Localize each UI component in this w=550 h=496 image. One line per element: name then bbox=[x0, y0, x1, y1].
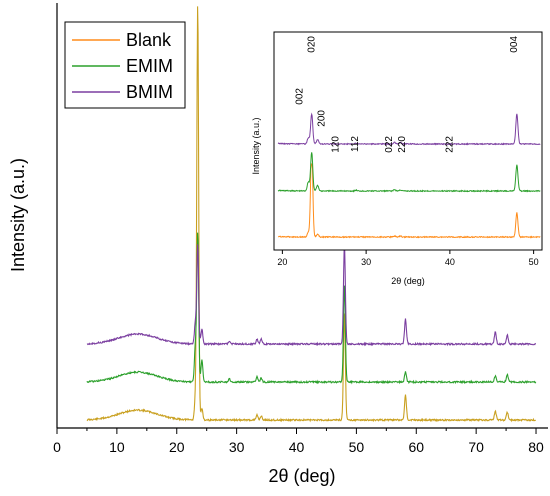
peak-label-222: 222 bbox=[444, 136, 455, 153]
inset-x-tick-label: 40 bbox=[445, 257, 455, 267]
peak-label-120: 120 bbox=[331, 136, 342, 153]
x-tick-label: 20 bbox=[169, 439, 185, 455]
peak-label-220: 220 bbox=[397, 136, 408, 153]
inset-x-axis-title: 2θ (deg) bbox=[391, 276, 425, 286]
x-tick-label: 40 bbox=[289, 439, 305, 455]
peak-label-020: 020 bbox=[307, 36, 318, 53]
peak-label-200: 200 bbox=[317, 110, 328, 127]
legend: Blank EMIM BMIM bbox=[64, 21, 186, 109]
inset-series-line-emim bbox=[277, 152, 541, 193]
x-tick-label: 70 bbox=[468, 439, 484, 455]
x-ticks: 0 10 20 30 40 50 60 70 80 bbox=[53, 428, 544, 455]
peak-label-002: 002 bbox=[294, 88, 305, 105]
inset-y-axis-title: Intensity (a.u.) bbox=[251, 117, 261, 174]
inset-series-line-blank bbox=[277, 163, 541, 239]
peak-label-004: 004 bbox=[509, 36, 520, 53]
x-tick-label: 0 bbox=[53, 439, 61, 455]
x-tick-label: 10 bbox=[109, 439, 125, 455]
x-tick-label: 50 bbox=[349, 439, 365, 455]
x-tick-label: 80 bbox=[528, 439, 544, 455]
x-tick-label: 30 bbox=[229, 439, 245, 455]
legend-box bbox=[64, 21, 186, 109]
series-line-bmim bbox=[86, 244, 537, 347]
y-axis-title: Intensity (a.u.) bbox=[8, 158, 28, 272]
inset-x-tick-label: 20 bbox=[277, 257, 287, 267]
inset-series-line-bmim bbox=[277, 112, 541, 146]
inset-x-ticks: 20 30 40 50 bbox=[277, 250, 539, 267]
series-line-emim bbox=[86, 232, 537, 385]
inset-series-lines bbox=[277, 112, 541, 239]
peak-label-022: 022 bbox=[384, 136, 395, 153]
inset-x-tick-label: 30 bbox=[361, 257, 371, 267]
legend-label-blank: Blank bbox=[126, 30, 172, 50]
legend-label-bmim: BMIM bbox=[126, 82, 173, 102]
main-plot: 0 10 20 30 40 50 60 70 80 2θ (deg) Intensity (a.… bbox=[8, 3, 548, 486]
peak-label-112: 112 bbox=[350, 136, 361, 152]
series-lines bbox=[86, 6, 537, 423]
legend-label-emim: EMIM bbox=[126, 56, 173, 76]
x-axis-title: 2θ (deg) bbox=[268, 466, 335, 486]
x-tick-label: 60 bbox=[408, 439, 424, 455]
series-line-blank bbox=[86, 6, 536, 423]
inset-x-tick-label: 50 bbox=[529, 257, 539, 267]
